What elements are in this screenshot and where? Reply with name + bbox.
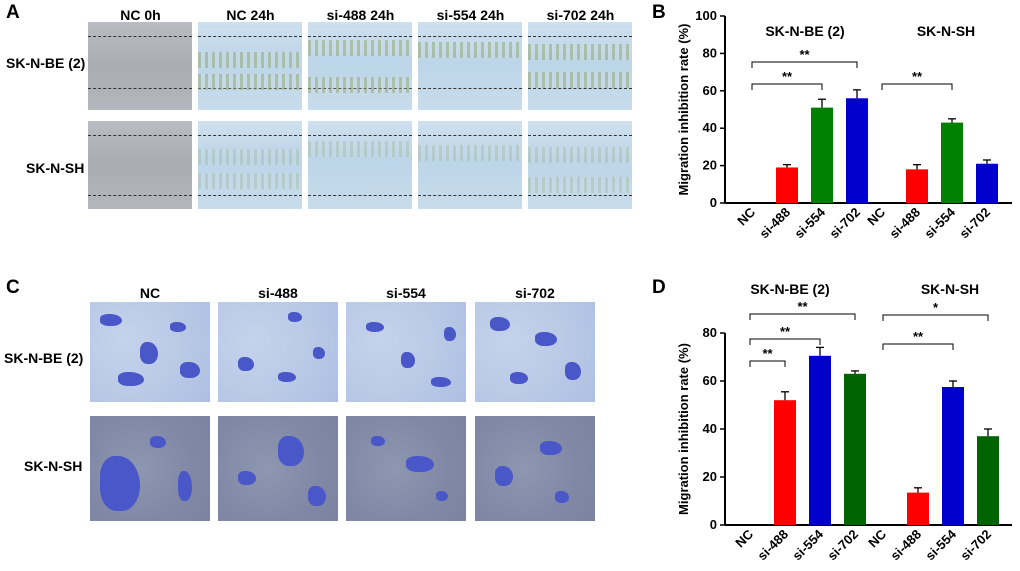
bar [907,492,929,525]
bar [776,167,798,203]
x-tick-label: NC [864,204,888,228]
group-title: SK-N-SH [917,23,975,39]
bar [844,373,866,525]
scratch-image [528,121,632,209]
significance-label: ** [912,69,923,84]
panel-a-col-title: si-702 24h [546,7,615,23]
y-tick-label: 40 [703,421,717,436]
significance-label: ** [762,346,773,361]
panel-c-col-title: NC [139,285,161,301]
scratch-image [88,121,192,209]
bar [906,169,928,203]
significance-label: ** [799,47,810,62]
panel-label-a: A [6,2,20,23]
scratch-image [528,22,632,110]
scratch-image [88,22,192,110]
significance-bracket [751,61,858,68]
scratch-image [308,22,412,110]
transwell-image [346,416,466,521]
x-tick-label: NC [865,526,889,550]
y-tick-label: 100 [695,8,717,23]
transwell-image [475,416,595,521]
panel-c-col-title: si-554 [386,285,426,301]
panel-label-d: D [652,277,666,298]
scratch-image [198,121,302,209]
panel-c-row-label: SK-N-BE (2) [4,350,84,366]
y-tick-label: 20 [703,158,717,173]
panel-a-row-label: SK-N-BE (2) [6,55,86,71]
significance-label: ** [782,69,793,84]
bar [941,122,963,203]
y-axis-label: Migration inhibition rate (%) [676,24,691,196]
transwell-image [90,302,210,402]
significance-bracket [751,83,823,90]
y-axis-label: Migration inhibition rate (%) [676,343,691,515]
group-title: SK-N-BE (2) [765,23,844,39]
significance-bracket [749,360,786,367]
significance-label: * [933,300,939,315]
transwell-image [218,302,338,402]
panel-a-col-title: NC 0h [120,7,161,23]
transwell-image [346,302,466,402]
x-tick-label: si-702 [956,205,993,242]
panel-c-col-title: si-702 [515,285,555,301]
significance-bracket [882,343,954,350]
bar [774,400,796,525]
scratch-image [418,22,522,110]
group-title: SK-N-BE (2) [750,281,829,297]
scratch-image [418,121,522,209]
significance-label: ** [780,324,791,339]
panel-a-col-title: NC 24h [226,7,275,23]
significance-bracket [749,313,856,320]
significance-label: ** [797,299,808,314]
x-tick-label: si-554 [921,204,958,241]
chart-b: 0 20 40 60 80 100 Migration inhibition rate (%… [676,8,1012,242]
transwell-image [90,416,210,521]
y-tick-label: 0 [710,517,717,532]
y-tick-label: 60 [703,373,717,388]
transwell-image [475,302,595,402]
bar [846,98,868,203]
x-tick-label: si-554 [922,526,959,563]
y-tick-label: 40 [703,120,717,135]
x-tick-label: si-702 [824,527,861,564]
x-tick-label: NC [734,204,758,228]
y-tick-label: 80 [703,45,717,60]
significance-label: ** [913,329,924,344]
y-tick-label: 0 [710,195,717,210]
panel-c-col-title: si-488 [258,285,298,301]
significance-bracket [882,314,989,321]
x-tick-label: si-488 [887,527,924,564]
x-tick-label: si-702 [826,205,863,242]
panel-label-c: C [6,277,20,298]
chart-d: 0 20 40 60 80 Migration inhibition rate (%) SK… [676,281,1012,564]
significance-bracket [881,83,953,90]
y-tick-label: 80 [703,325,717,340]
panel-label-b: B [652,2,666,23]
x-tick-label: si-488 [754,527,791,564]
y-tick-label: 20 [703,469,717,484]
x-tick-label: NC [732,526,756,550]
y-tick-label: 60 [703,83,717,98]
scratch-image [198,22,302,110]
x-tick-label: si-488 [886,205,923,242]
x-tick-label: si-488 [756,205,793,242]
bar [942,387,964,525]
group-title: SK-N-SH [921,281,979,297]
bar [809,355,831,525]
significance-bracket [749,338,821,345]
x-tick-label: si-702 [957,527,994,564]
x-tick-label: si-554 [789,526,826,563]
transwell-image [218,416,338,521]
panel-a-row-label: SK-N-SH [26,160,85,176]
bar [977,436,999,525]
panel-a-col-title: si-554 24h [436,7,505,23]
bar [976,163,998,203]
scratch-image [308,121,412,209]
bar [811,107,833,203]
x-tick-label: si-554 [791,204,828,241]
panel-a-col-title: si-488 24h [326,7,395,23]
panel-c-row-label: SK-N-SH [24,458,83,474]
